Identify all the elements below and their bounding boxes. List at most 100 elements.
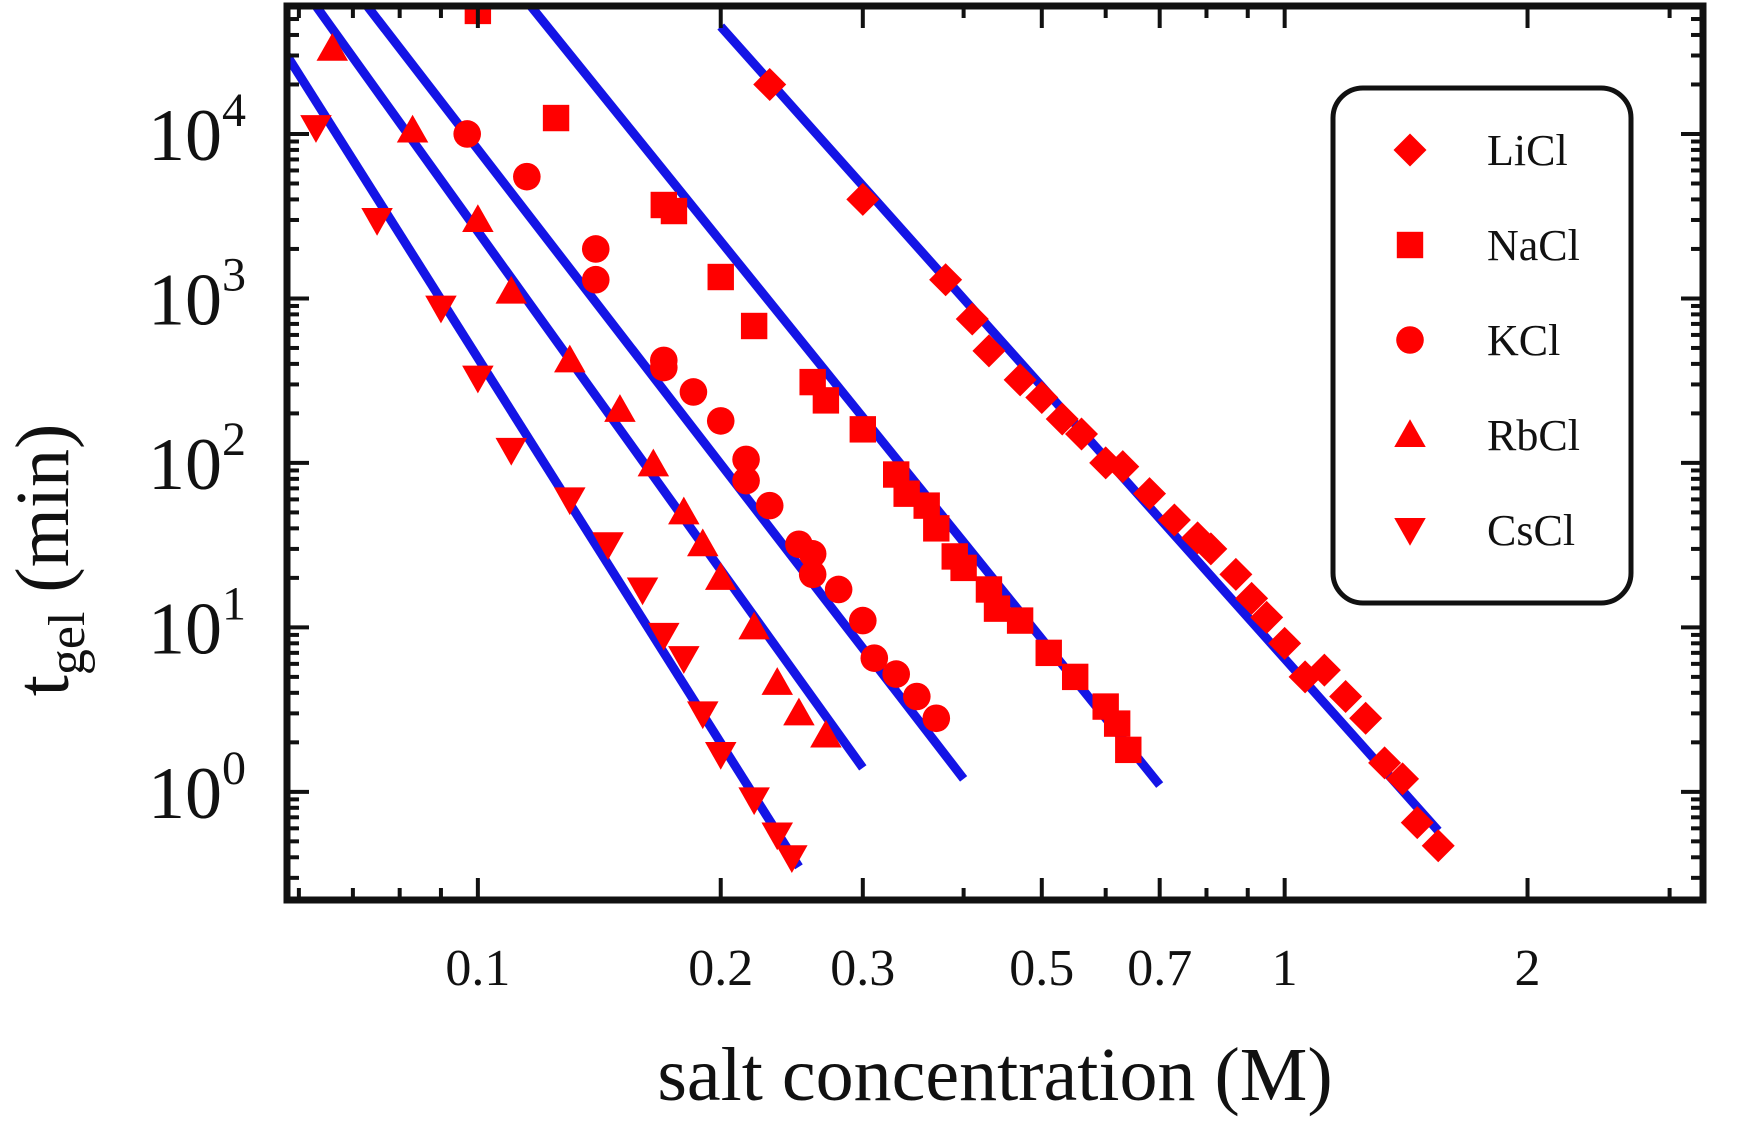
data-point-licl-16 [1235, 581, 1269, 615]
data-point-nacl-5 [740, 312, 768, 340]
data-point-kcl-17 [882, 660, 911, 688]
legend-label: KCl [1487, 316, 1560, 365]
legend-box [1330, 85, 1634, 606]
data-point-rbcl-0 [316, 32, 349, 61]
x-tick-label: 0.2 [688, 940, 753, 997]
data-point-nacl-16 [983, 595, 1011, 622]
y-tick-exponent: 3 [222, 248, 246, 301]
data-point-rbcl-10 [738, 611, 770, 640]
legend-item-kcl: KCl [1396, 316, 1560, 365]
data-point-licl-17 [1250, 600, 1284, 634]
fit-line-rbcl [312, 6, 867, 771]
data-point-kcl-9 [732, 466, 760, 495]
data-point-cscl-4 [495, 437, 528, 466]
data-point-kcl-10 [755, 491, 784, 520]
x-axis-title: salt concentration (M) [657, 1033, 1332, 1117]
legend-item-nacl: NaCl [1396, 221, 1580, 270]
x-tick-label: 0.3 [830, 940, 895, 997]
data-point-cscl-14 [776, 845, 808, 874]
data-point-licl-23 [1368, 746, 1402, 780]
data-point-nacl-7 [812, 387, 840, 414]
x-tick-label: 0.7 [1127, 940, 1192, 997]
data-point-licl-3 [955, 302, 989, 336]
data-point-rbcl-1 [396, 114, 429, 143]
data-point-cscl-2 [425, 295, 457, 324]
data-point-licl-25 [1400, 806, 1434, 840]
x-tick-label: 0.5 [1009, 940, 1074, 997]
data-point-cscl-3 [462, 365, 494, 394]
legend-label: CsCl [1487, 506, 1575, 555]
axis-ticks [287, 4, 1703, 900]
y-tick-label: 101 [148, 577, 246, 670]
data-point-licl-12 [1157, 503, 1191, 537]
data-point-kcl-6 [679, 378, 708, 406]
data-point-kcl-0 [453, 120, 481, 148]
data-point-rbcl-9 [704, 562, 737, 590]
data-point-kcl-8 [732, 445, 760, 474]
data-point-rbcl-3 [495, 275, 528, 304]
data-point-nacl-14 [950, 554, 977, 582]
y-tick-exponent: 2 [222, 413, 246, 466]
data-point-cscl-11 [704, 741, 737, 770]
legend-marker-nacl [1396, 231, 1424, 259]
y-tick-label: 104 [148, 84, 246, 177]
y-axis-title-rest: (min) [1, 424, 85, 612]
data-point-kcl-3 [581, 265, 610, 294]
data-point-cscl-13 [761, 822, 793, 851]
data-point-rbcl-5 [604, 394, 636, 422]
data-point-rbcl-7 [668, 496, 700, 525]
legend-item-licl: LiCl [1393, 126, 1568, 175]
data-point-nacl-21 [1103, 710, 1131, 737]
data-point-kcl-5 [649, 353, 678, 382]
data-point-licl-24 [1386, 762, 1420, 796]
data-point-kcl-13 [798, 560, 827, 589]
data-point-licl-22 [1349, 701, 1383, 735]
svg-text:tgel (min): tgel (min) [1, 424, 96, 697]
y-axis-title-sub: gel [39, 612, 96, 676]
data-markers [300, 6, 1455, 874]
data-point-cscl-6 [592, 532, 624, 561]
y-tick-exponent: 4 [222, 84, 246, 137]
data-point-rbcl-4 [554, 344, 586, 373]
legend-label: RbCl [1487, 411, 1580, 460]
data-point-licl-8 [1065, 417, 1099, 451]
y-tick-exponent: 1 [222, 577, 246, 630]
x-tick-label: 1 [1272, 940, 1298, 997]
legend-item-rbcl: RbCl [1394, 411, 1580, 460]
data-point-cscl-10 [687, 701, 719, 730]
legend-marker-licl [1393, 133, 1427, 167]
data-point-nacl-22 [1115, 736, 1142, 764]
data-point-rbcl-2 [462, 204, 494, 232]
data-point-licl-21 [1329, 679, 1363, 713]
data-point-kcl-19 [922, 704, 951, 733]
data-point-rbcl-13 [810, 719, 842, 748]
data-point-kcl-14 [824, 575, 853, 604]
x-tick-label: 2 [1515, 940, 1541, 997]
data-point-licl-15 [1219, 557, 1253, 591]
legend-marker-kcl [1396, 326, 1424, 354]
data-point-licl-0 [753, 67, 787, 101]
data-point-nacl-1 [542, 104, 570, 132]
data-point-nacl-8 [849, 416, 877, 443]
data-point-nacl-12 [923, 515, 950, 542]
data-point-licl-7 [1045, 402, 1079, 436]
data-point-cscl-0 [300, 115, 332, 143]
data-point-kcl-18 [903, 682, 931, 711]
y-axis-title: tgel (min) [1, 424, 96, 697]
data-point-nacl-11 [913, 492, 940, 519]
y-tick-base: 10 [148, 588, 222, 670]
data-point-licl-1 [846, 182, 880, 216]
data-point-nacl-3 [660, 197, 688, 225]
data-point-licl-2 [929, 263, 963, 297]
data-point-rbcl-11 [761, 667, 793, 695]
y-axis-title-main: t [1, 675, 85, 696]
data-point-cscl-7 [626, 577, 659, 606]
data-point-licl-10 [1106, 450, 1140, 484]
data-point-nacl-17 [1006, 607, 1034, 634]
data-point-licl-6 [1025, 380, 1059, 414]
data-point-kcl-12 [798, 540, 827, 568]
data-point-rbcl-6 [637, 448, 670, 477]
data-point-cscl-8 [648, 622, 680, 651]
legend-item-cscl: CsCl [1394, 506, 1575, 555]
